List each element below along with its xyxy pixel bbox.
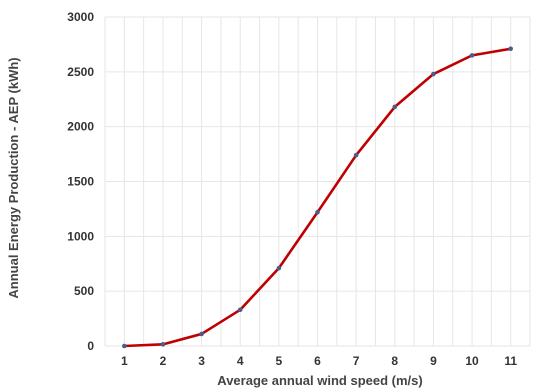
y-tick-label: 500 — [74, 284, 94, 298]
y-tick-label: 2500 — [67, 65, 94, 79]
data-point — [160, 342, 166, 347]
series-layer — [122, 46, 513, 349]
y-axis-title: Annual Energy Production - AEP (kWh) — [6, 57, 21, 298]
data-point — [469, 53, 475, 58]
y-tick-label: 2000 — [67, 120, 94, 134]
y-tick-label: 3000 — [67, 10, 94, 24]
x-tick-label: 5 — [276, 354, 283, 368]
x-tick-label: 2 — [160, 354, 167, 368]
data-point — [315, 209, 320, 215]
x-axis-title: Average annual wind speed (m/s) — [217, 373, 422, 388]
x-tick-label: 6 — [314, 354, 321, 368]
data-point — [508, 46, 513, 52]
data-point — [122, 343, 127, 349]
data-point — [431, 71, 436, 77]
x-tick-label: 1 — [121, 354, 128, 368]
data-point — [276, 265, 282, 271]
y-tick-label: 1500 — [67, 175, 94, 189]
y-tick-label: 1000 — [67, 229, 94, 243]
x-tick-label: 9 — [430, 354, 437, 368]
y-tick-label: 0 — [87, 339, 94, 353]
x-tick-label: 10 — [465, 354, 479, 368]
data-point — [237, 307, 243, 313]
data-point — [392, 104, 398, 110]
x-tick-label: 11 — [504, 354, 517, 368]
y-axis-ticks: 0 500 1000 1500 2000 2500 3000 — [67, 10, 94, 353]
x-tick-label: 7 — [353, 354, 360, 368]
x-tick-label: 4 — [237, 354, 244, 368]
x-tick-label: 3 — [198, 354, 205, 368]
data-point — [353, 152, 359, 158]
x-axis-ticks: 1 2 3 4 5 6 7 8 9 10 11 — [121, 354, 517, 368]
x-tick-label: 8 — [391, 354, 398, 368]
data-point — [199, 331, 204, 337]
